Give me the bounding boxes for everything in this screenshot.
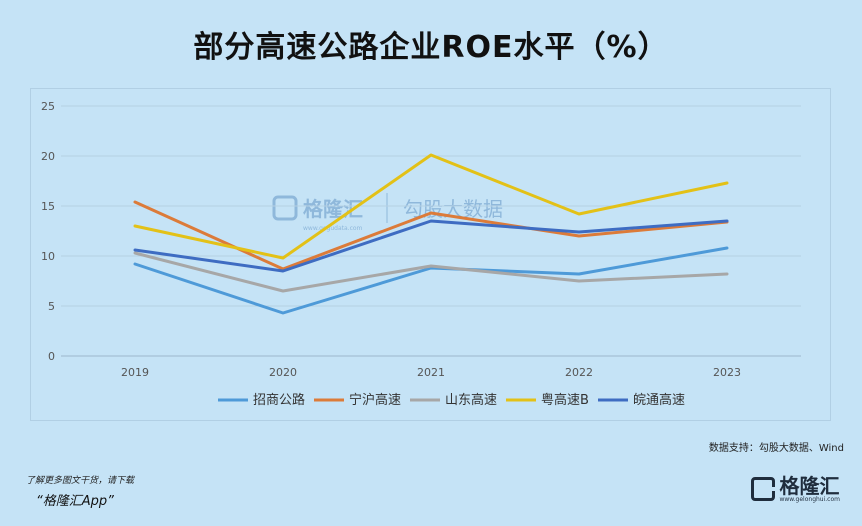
- series-line: [133, 246, 729, 315]
- app-name: “格隆汇App”: [36, 494, 114, 509]
- y-tick-label: 15: [41, 200, 55, 213]
- x-tick-label: 2022: [565, 366, 593, 379]
- legend-label: 招商公路: [253, 392, 305, 408]
- series-line: [133, 251, 729, 293]
- x-tick-label: 2023: [713, 366, 741, 379]
- series-line: [133, 200, 729, 271]
- x-tick-label: 2019: [121, 366, 149, 379]
- y-tick-label: 10: [41, 250, 55, 263]
- watermark-url: www.gogudata.com: [303, 225, 363, 232]
- data-source: 数据支持：勾股大数据、Wind: [708, 443, 844, 454]
- y-tick-label: 25: [41, 100, 55, 113]
- chart-title: 部分高速公路企业ROE水平（%）: [193, 30, 669, 65]
- series-line: [133, 219, 729, 273]
- brand-name: 格隆汇: [779, 473, 840, 498]
- brand-mark-icon: [751, 477, 776, 501]
- x-tick-label: 2021: [417, 366, 445, 379]
- y-tick-label: 0: [48, 350, 55, 363]
- legend-label: 宁沪高速: [349, 392, 401, 408]
- y-tick-label: 20: [41, 150, 55, 163]
- legend-label: 粤高速B: [541, 392, 589, 408]
- legend-label: 皖通高速: [633, 392, 685, 408]
- legend-label: 山东高速: [445, 392, 497, 408]
- download-note: 了解更多图文干货，请下载: [26, 476, 135, 486]
- chart-panel: 格隆汇 勾股大数据 www.gogudata.com 0 5 10 15 20 25 2019 20…: [30, 88, 831, 421]
- x-tick-label: 2020: [269, 366, 297, 379]
- series-line: [133, 153, 729, 260]
- brand-url: www.gelonghui.com: [779, 495, 840, 503]
- y-tick-label: 5: [48, 300, 55, 313]
- brand-logo: 格隆汇 www.gelonghui.com: [751, 474, 840, 504]
- watermark-logo-icon: [272, 195, 298, 221]
